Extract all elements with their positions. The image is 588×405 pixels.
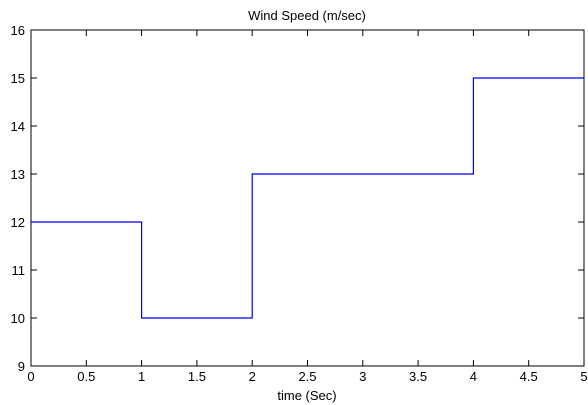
x-tick-label: 0: [27, 369, 34, 384]
x-tick-label: 0.5: [77, 369, 95, 384]
y-tick-label: 10: [11, 311, 25, 326]
x-tick-label: 4.5: [520, 369, 538, 384]
y-tick-label: 16: [11, 23, 25, 38]
y-tick-label: 15: [11, 71, 25, 86]
y-tick-label: 11: [12, 263, 26, 278]
chart-title: Wind Speed (m/sec): [248, 8, 366, 23]
wind-speed-series-line: [31, 77, 584, 319]
y-axis: 9 10 11 12 13 14 15 16: [11, 23, 584, 374]
x-tick-label: 1: [138, 369, 145, 384]
x-tick-label: 2: [249, 369, 256, 384]
x-axis-label: time (Sec): [277, 388, 336, 403]
y-tick-label: 14: [11, 119, 25, 134]
x-tick-label: 3.5: [409, 369, 427, 384]
x-tick-label: 3: [359, 369, 366, 384]
x-tick-label: 5: [580, 369, 587, 384]
x-axis: 0 0.5 1 1.5 2 2.5 3 3.5 4 4.5 5: [27, 30, 588, 384]
x-tick-label: 4: [470, 369, 477, 384]
plot-area: [30, 29, 585, 367]
series-layer: [31, 77, 584, 319]
x-tick-label: 2.5: [298, 369, 316, 384]
y-tick-label: 12: [11, 215, 25, 230]
y-tick-label: 9: [18, 359, 25, 374]
y-tick-label: 13: [11, 167, 25, 182]
x-tick-label: 1.5: [188, 369, 206, 384]
